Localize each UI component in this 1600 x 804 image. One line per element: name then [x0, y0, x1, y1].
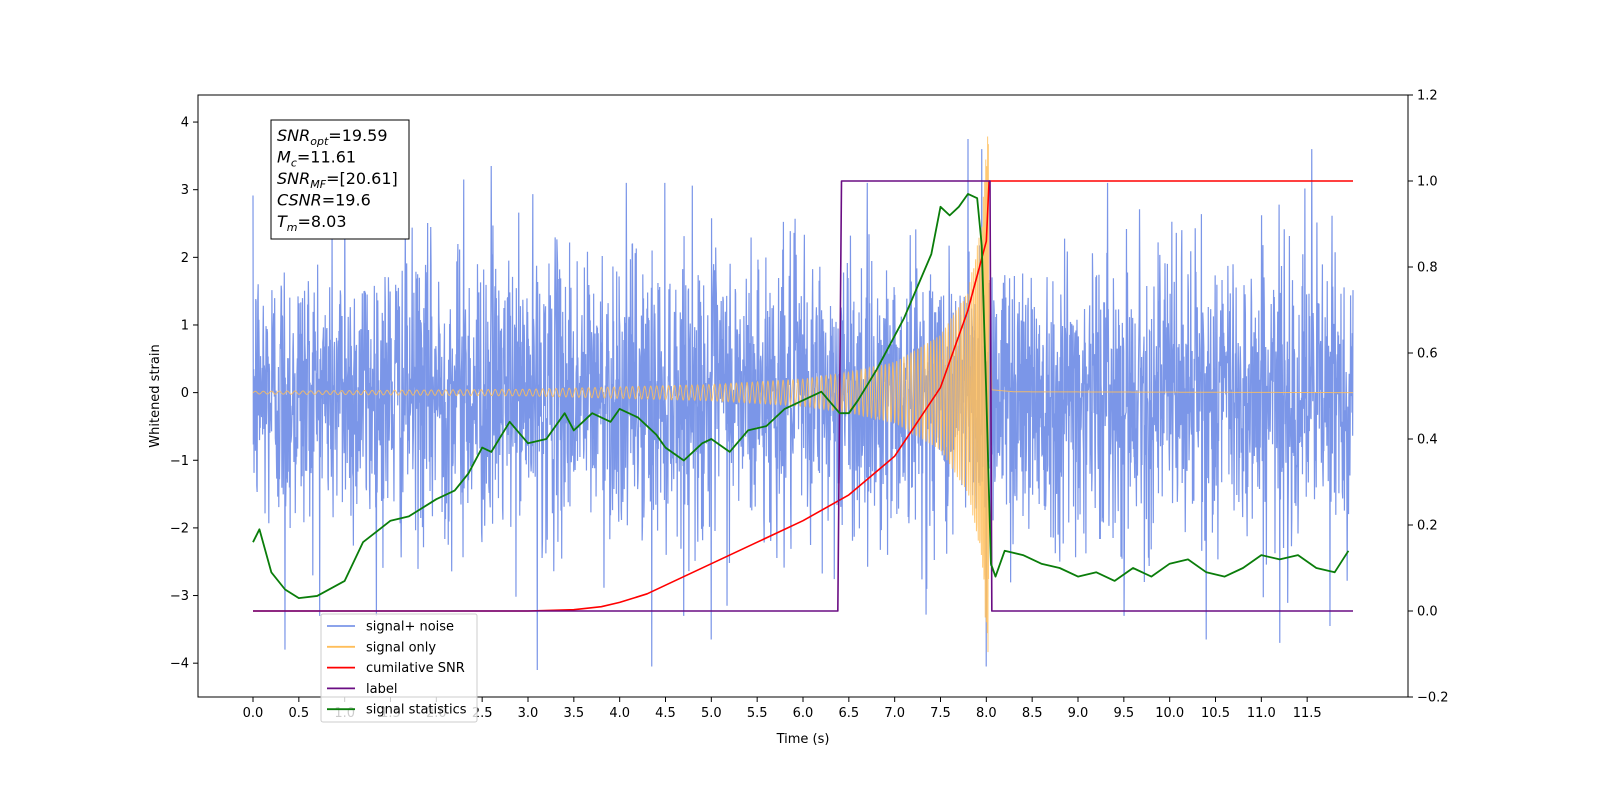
info-line: Mc=11.61 [277, 148, 356, 170]
info-value: =19.59 [328, 126, 387, 145]
series-layer [252, 136, 1354, 670]
x-tick-label: 5.0 [701, 706, 722, 721]
info-value: =8.03 [298, 212, 347, 231]
y-tick-label: −2 [170, 521, 189, 536]
series-signal-plus-noise [252, 138, 1354, 670]
legend: signal+ noise signal only cumilative SNR la… [320, 613, 478, 723]
legend-label: signal+ noise [366, 620, 454, 635]
x-tick-label: 9.0 [1068, 706, 1089, 721]
info-value: =19.6 [322, 191, 371, 210]
y-axis-right: 1.2 1.0 0.8 0.6 0.4 0.2 0.0 −0.2 [1408, 89, 1449, 706]
info-box-frame [270, 119, 410, 240]
info-subscript: MF [310, 178, 326, 191]
y-axis-left: 4 3 2 1 0 −1 −2 −3 −4 [170, 116, 198, 672]
x-tick-label: 0.5 [288, 706, 309, 721]
info-subscript: opt [310, 135, 329, 148]
legend-label: signal statistics [366, 703, 467, 718]
info-symbol: T [277, 212, 288, 231]
x-tick-label: 9.5 [1113, 706, 1134, 721]
x-tick-label: 6.5 [838, 706, 859, 721]
x-tick-label: 7.0 [884, 706, 905, 721]
y2-tick-label: 0.0 [1417, 605, 1438, 620]
y-tick-label: 0 [181, 386, 189, 401]
info-line: CSNR=19.6 [277, 191, 371, 210]
x-tick-label: 10.0 [1155, 706, 1184, 721]
info-value: =[20.61] [326, 169, 398, 188]
y-tick-label: 3 [181, 183, 189, 198]
x-tick-label: 11.5 [1293, 706, 1322, 721]
info-line: SNRopt=19.59 [277, 126, 388, 148]
y2-tick-label: 1.0 [1417, 175, 1438, 190]
info-subscript: c [291, 157, 297, 170]
info-box: SNRopt=19.59Mc=11.61SNRMF=[20.61]CSNR=19… [270, 119, 410, 240]
y2-tick-label: 1.2 [1417, 89, 1438, 104]
info-line: SNRMF=[20.61] [277, 169, 398, 191]
info-symbol: SNR [277, 126, 310, 145]
y-tick-label: −4 [170, 657, 189, 672]
legend-label: label [366, 682, 397, 697]
legend-label: signal only [366, 640, 436, 655]
x-tick-label: 8.0 [976, 706, 997, 721]
x-tick-label: 8.5 [1022, 706, 1043, 721]
series-cumulative-snr [253, 180, 1353, 612]
x-tick-label: 4.5 [655, 706, 676, 721]
x-tick-label: 6.0 [793, 706, 814, 721]
x-tick-label: 11.0 [1247, 706, 1276, 721]
y-tick-label: −3 [170, 589, 189, 604]
info-value: =11.61 [297, 148, 356, 167]
info-subscript: m [287, 221, 298, 234]
info-symbol: CSNR [277, 191, 322, 210]
series-signal-statistics [252, 193, 1350, 599]
x-tick-label: 5.5 [747, 706, 768, 721]
y2-tick-label: 0.8 [1417, 261, 1438, 276]
y-tick-label: −1 [170, 454, 189, 469]
y2-tick-label: −0.2 [1417, 691, 1449, 706]
series-label [253, 180, 1353, 612]
x-axis: 0.00.51.01.52.02.53.03.54.04.55.05.56.06… [243, 697, 1322, 721]
y2-tick-label: 0.6 [1417, 347, 1438, 362]
x-tick-label: 3.0 [518, 706, 539, 721]
info-symbol: SNR [277, 169, 310, 188]
x-tick-label: 4.0 [609, 706, 630, 721]
info-symbol: M [277, 148, 291, 167]
info-line: Tm=8.03 [277, 212, 347, 234]
x-tick-label: 0.0 [243, 706, 264, 721]
y-tick-label: 4 [181, 116, 189, 131]
y-tick-label: 1 [181, 318, 189, 333]
x-axis-label: Time (s) [776, 732, 830, 747]
legend-label: cumilative SNR [366, 661, 465, 676]
y-tick-label: 2 [181, 251, 189, 266]
y-axis-label: Whitened strain [148, 344, 163, 447]
y2-tick-label: 0.2 [1417, 519, 1438, 534]
y2-tick-label: 0.4 [1417, 433, 1438, 448]
series-signal-only [252, 136, 1353, 653]
x-tick-label: 3.5 [563, 706, 584, 721]
x-tick-label: 10.5 [1201, 706, 1230, 721]
legend-frame [320, 613, 478, 723]
x-tick-label: 7.5 [930, 706, 951, 721]
